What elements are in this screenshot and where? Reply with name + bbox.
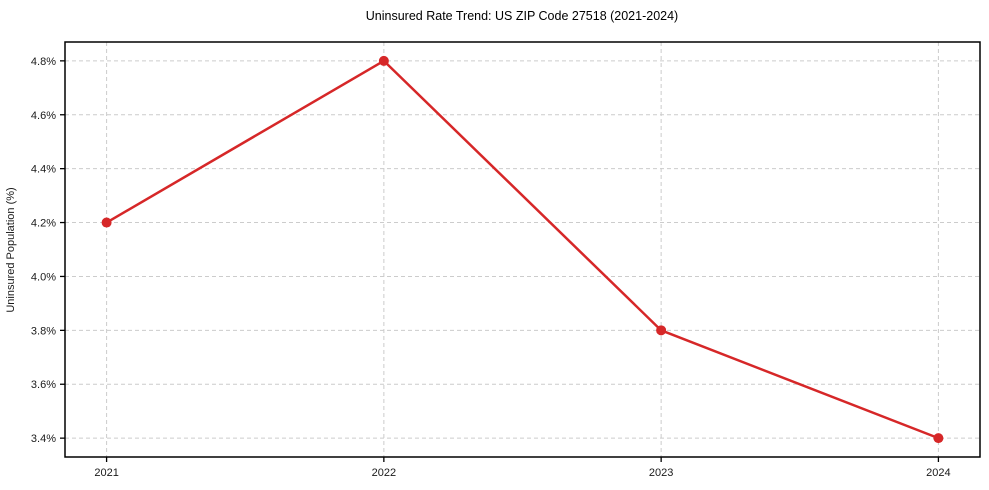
x-tick-label: 2022 [372, 467, 396, 479]
y-tick-label: 4.6% [31, 110, 56, 122]
data-point-2023 [656, 325, 667, 336]
chart-title: Uninsured Rate Trend: US ZIP Code 27518 … [366, 9, 678, 23]
y-tick-label: 4.0% [31, 271, 56, 283]
x-tick-label: 2024 [926, 467, 950, 479]
y-axis-label: Uninsured Population (%) [5, 187, 17, 312]
plot-border [64, 41, 981, 458]
axes-layer: 3.4% 3.6% 3.8% 4.0% 4.2% 4.4% 4.6% 4.8% 2021 2022… [31, 41, 981, 479]
y-tick-label: 4.8% [31, 56, 56, 68]
data-point-2024 [933, 433, 944, 444]
grid-layer [65, 42, 980, 457]
series-layer [101, 55, 944, 444]
y-tick-label: 3.8% [31, 325, 56, 337]
x-tick-label: 2023 [649, 467, 673, 479]
y-tick-label: 3.6% [31, 379, 56, 391]
x-tick-label: 2021 [94, 467, 118, 479]
data-point-2021 [101, 217, 112, 228]
trend-line [105, 59, 940, 440]
y-tick-label: 3.4% [31, 433, 56, 445]
data-point-2022 [378, 55, 389, 66]
y-tick-label: 4.4% [31, 164, 56, 176]
y-tick-label: 4.2% [31, 218, 56, 230]
